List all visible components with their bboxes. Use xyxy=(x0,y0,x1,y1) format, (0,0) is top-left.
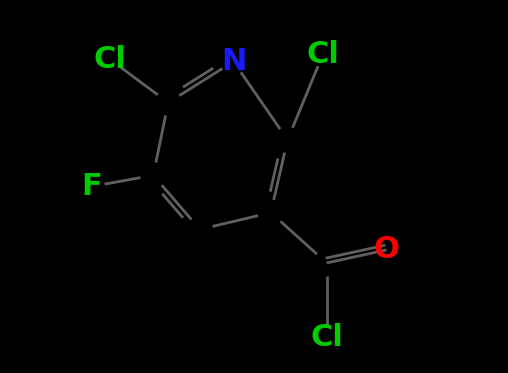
Text: Cl: Cl xyxy=(94,45,127,74)
Text: Cl: Cl xyxy=(306,40,339,69)
Text: Cl: Cl xyxy=(310,323,343,352)
Text: N: N xyxy=(221,47,246,76)
Text: F: F xyxy=(81,172,102,201)
Text: O: O xyxy=(373,235,399,264)
